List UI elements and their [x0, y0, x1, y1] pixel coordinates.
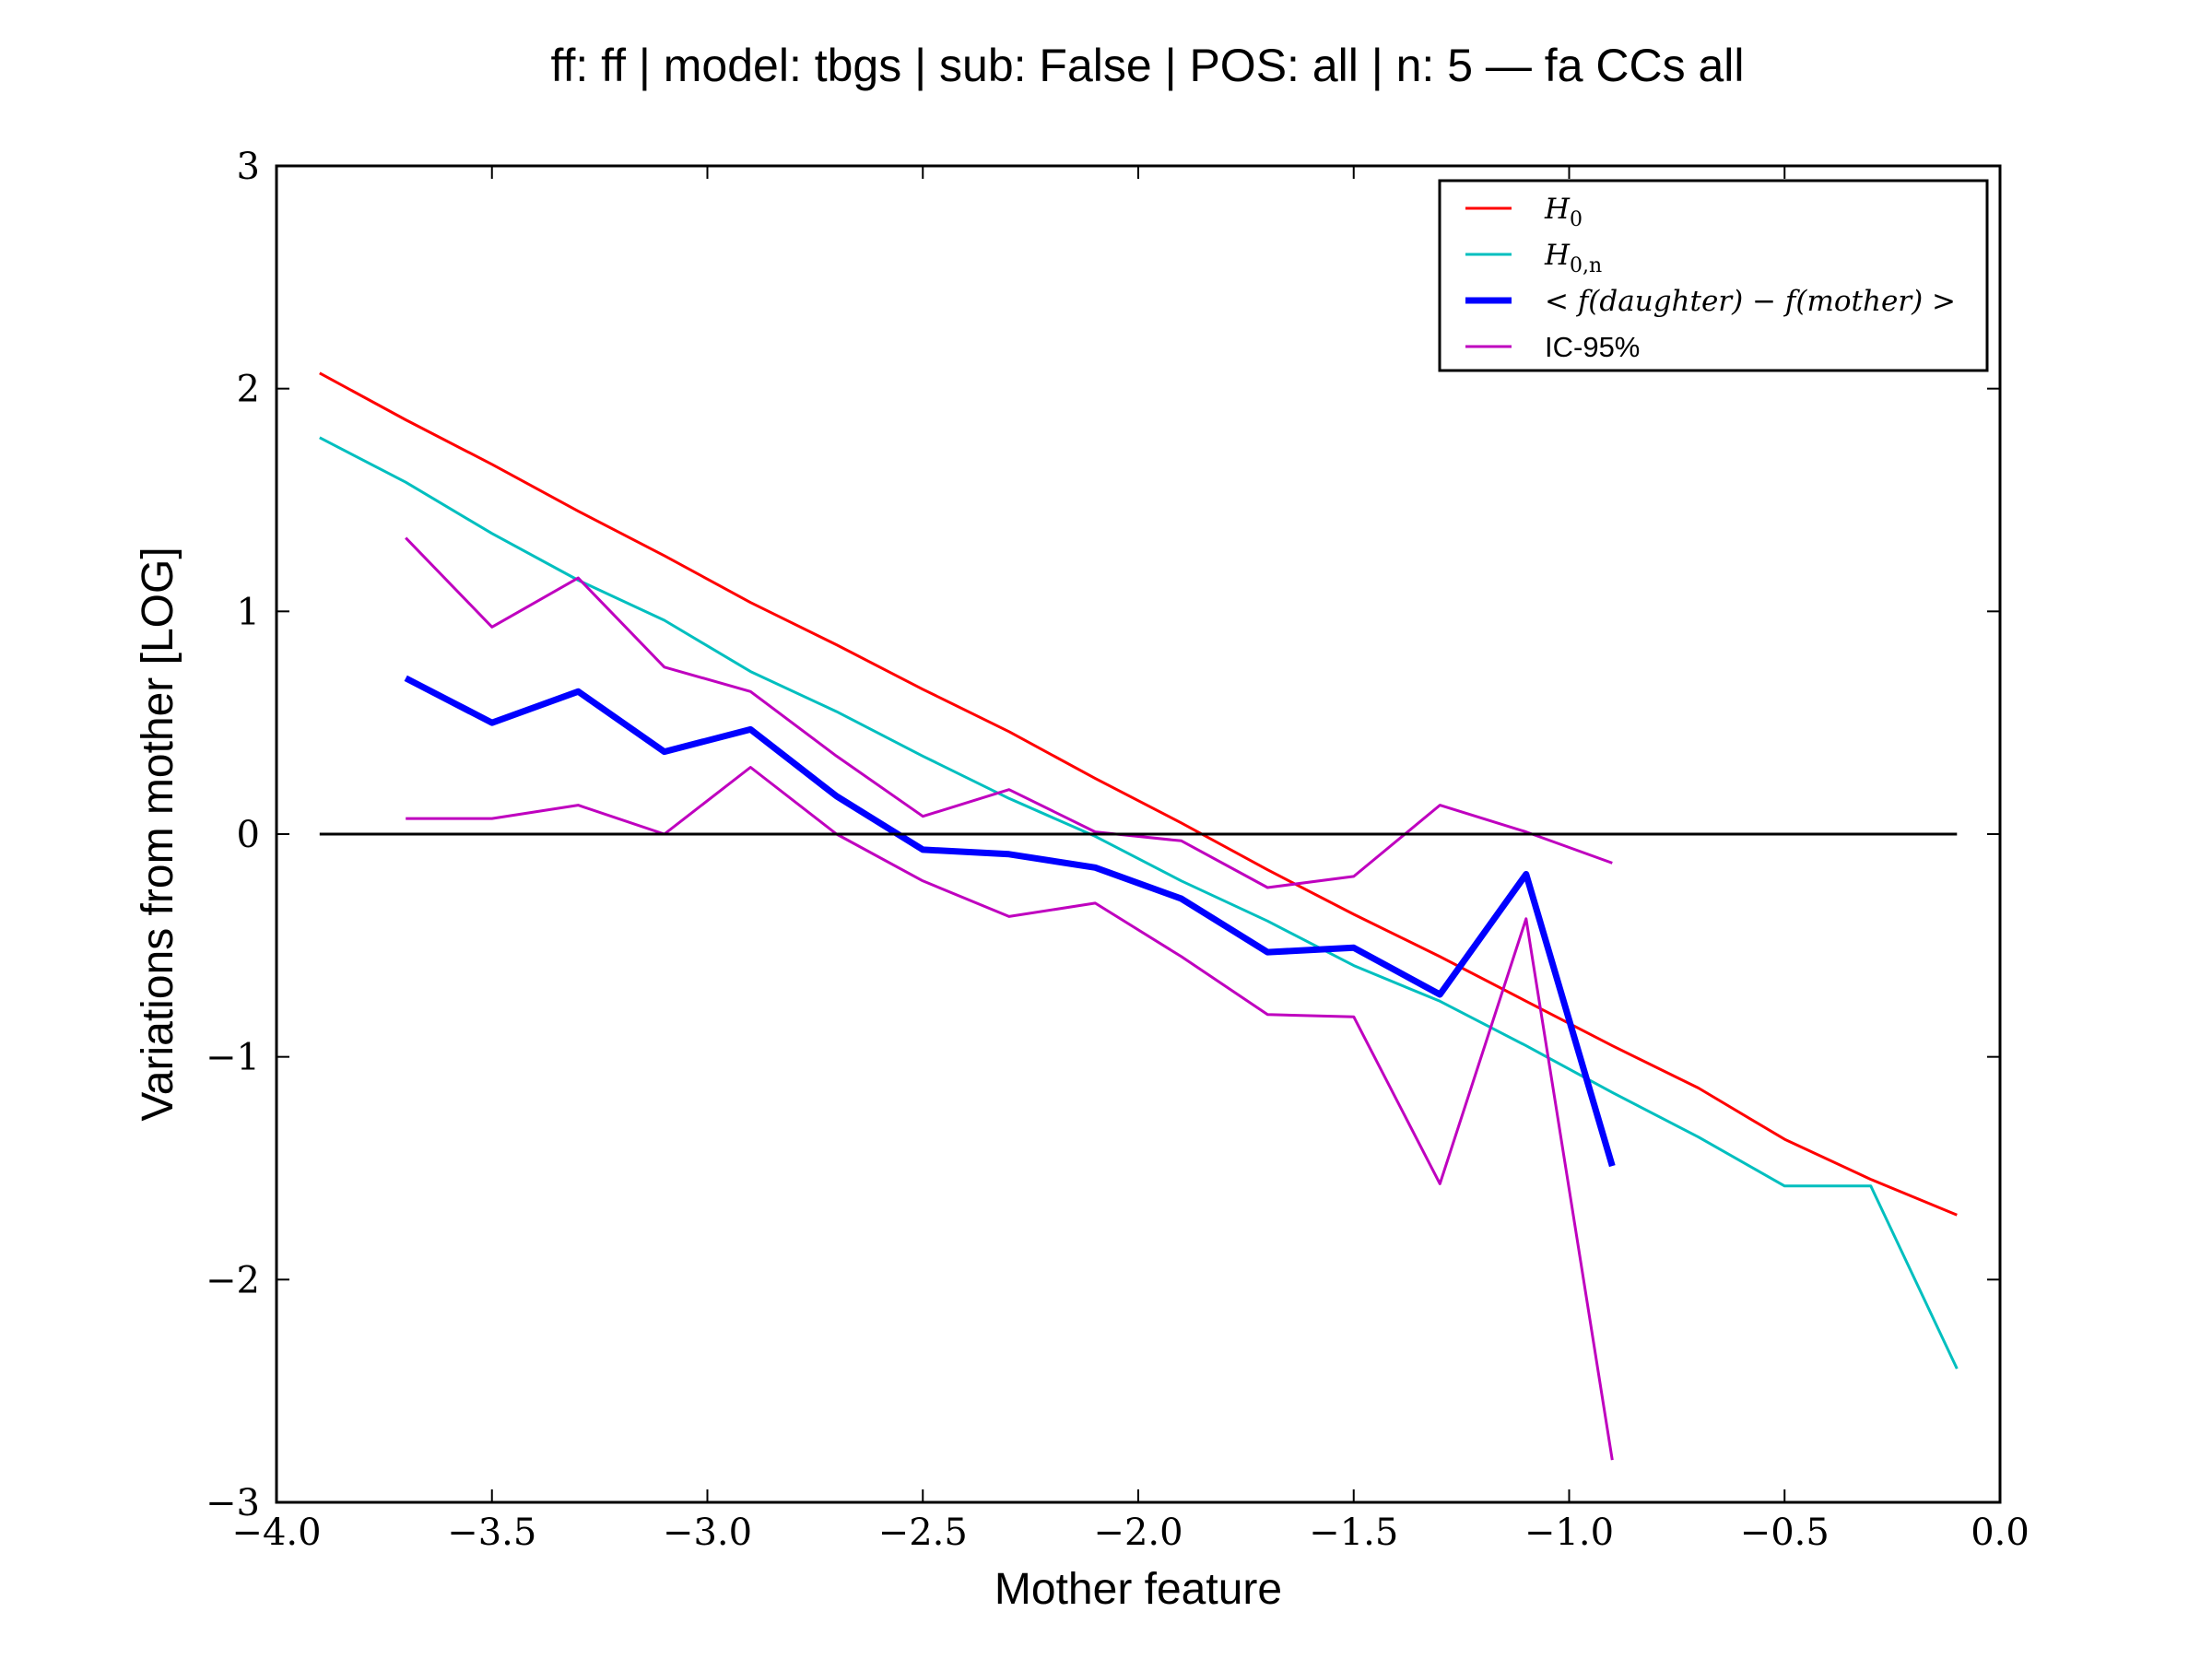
series-line-3 [405, 536, 1613, 889]
series-line-4 [406, 766, 1614, 1461]
x-tick-label-7: −0.5 [1740, 1512, 1830, 1554]
y-tick-label-1: −2 [206, 1259, 260, 1301]
y-axis-label: Variations from mother [LOG] [134, 547, 182, 1121]
x-tick-label-8: 0.0 [1971, 1512, 2030, 1554]
y-tick-label-0: −3 [206, 1482, 260, 1524]
axis-tick-labels: −4.0 −3.5 −3.0 −2.5 −2.0 −1.5 −1.0 −0.5 0.0 −3 −2 −… [206, 146, 2030, 1554]
y-tick-label-4: 1 [237, 591, 260, 633]
legend-label-3: IC-95% [1545, 331, 1640, 363]
y-tick-label-2: −1 [206, 1037, 260, 1079]
legend-label-2: < f(daughter) − f(mother) > [1545, 285, 1956, 318]
x-tick-label-6: −1.0 [1524, 1512, 1614, 1554]
y-tick-label-5: 2 [237, 369, 260, 411]
series-line-2 [404, 675, 1616, 1168]
y-tick-label-6: 3 [237, 146, 260, 188]
series-line-1 [319, 436, 1959, 1370]
x-tick-label-5: −1.5 [1309, 1512, 1398, 1554]
x-tick-label-0: −4.0 [231, 1512, 321, 1554]
x-tick-label-4: −2.0 [1093, 1512, 1182, 1554]
x-axis-label: Mother feature [994, 1565, 1282, 1614]
x-tick-label-2: −3.0 [663, 1512, 752, 1554]
y-tick-label-3: 0 [237, 814, 260, 856]
legend-box [1438, 179, 1989, 372]
x-tick-label-3: −2.5 [878, 1512, 968, 1554]
plot-lines [319, 371, 1959, 1461]
axis-ticks [276, 165, 2001, 1503]
x-tick-label-1: −3.5 [447, 1512, 536, 1554]
series-line-0 [319, 371, 1958, 1217]
chart-title: ff: ff | model: tbgs | sub: False | POS:… [550, 40, 1744, 91]
